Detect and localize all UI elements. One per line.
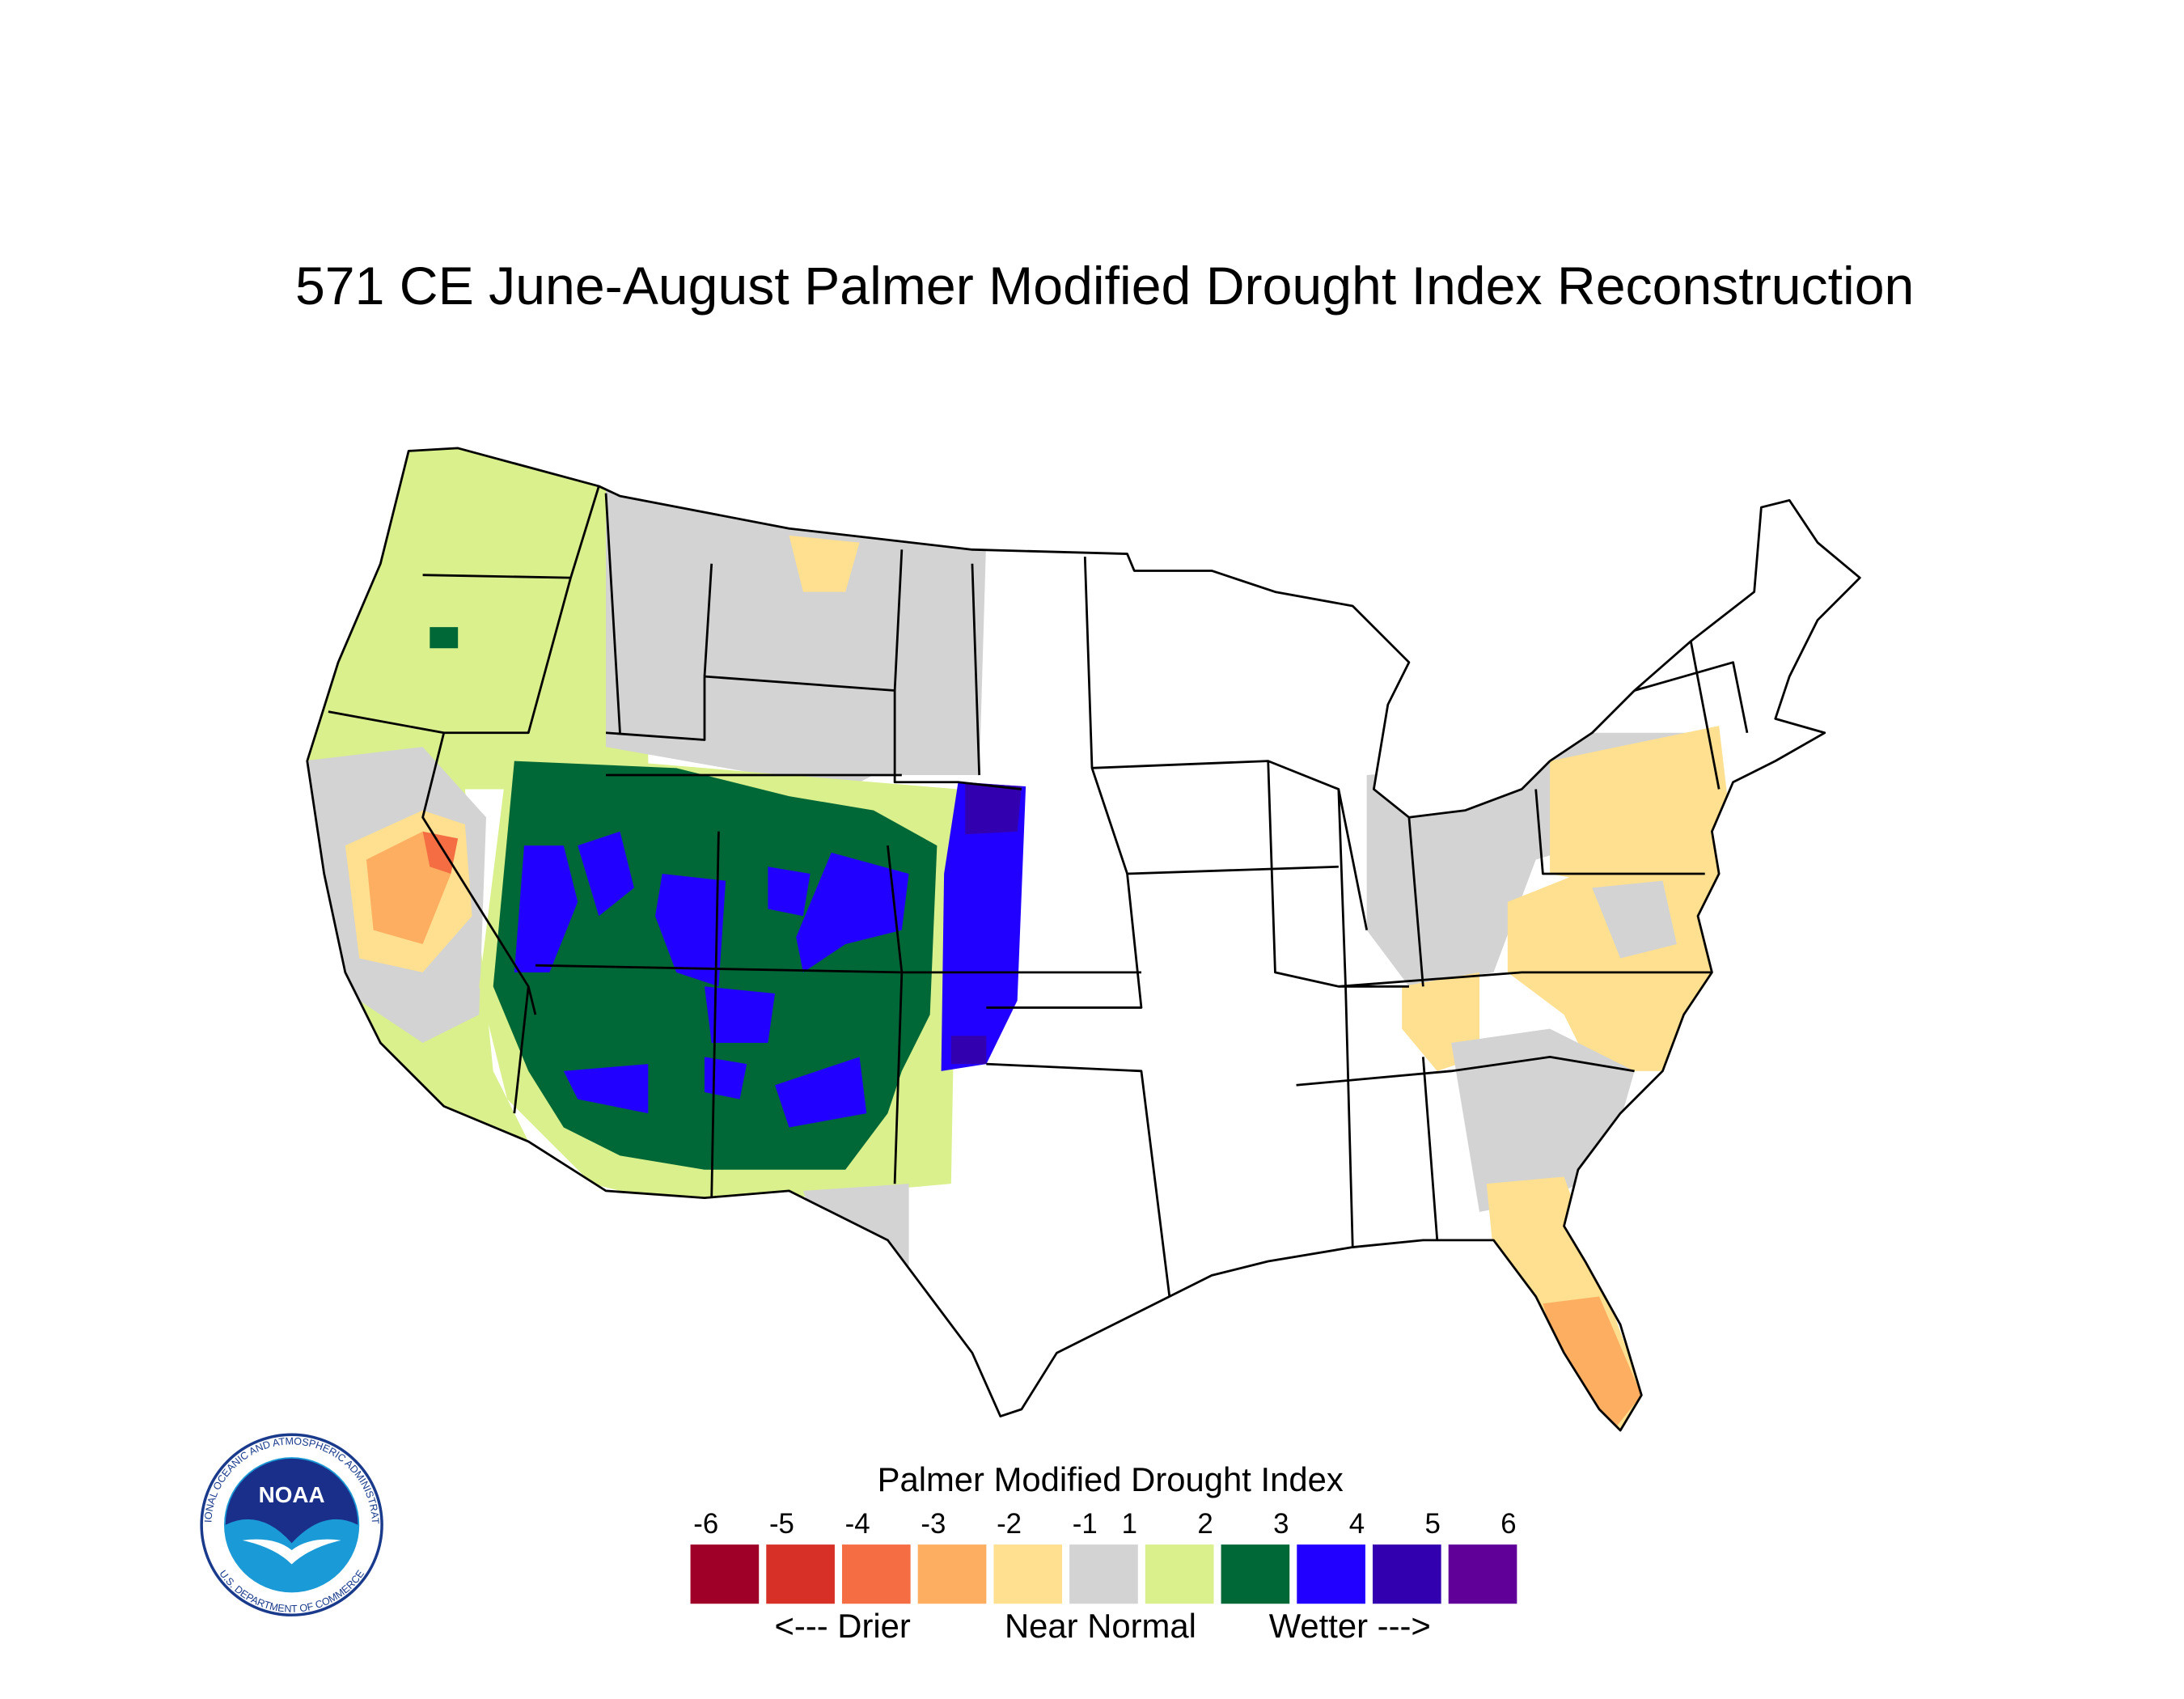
legend-tick-label: -4 [845, 1508, 870, 1540]
legend-swatch [1145, 1544, 1214, 1604]
legend-swatch [766, 1544, 835, 1604]
legend-tick-label: 3 [1273, 1508, 1289, 1540]
region-fill [1592, 880, 1677, 959]
region-fill [514, 845, 578, 972]
region-fill [655, 873, 726, 987]
region-fill [802, 1184, 909, 1276]
legend-descriptor: <--- Drier [775, 1607, 911, 1645]
legend-swatch [1372, 1544, 1441, 1604]
region-fill [563, 1064, 649, 1114]
legend-descriptor: Near Normal [1005, 1607, 1196, 1645]
region-fill [941, 782, 1026, 1071]
region-fill [789, 535, 860, 592]
legend-tick-label: 5 [1424, 1508, 1440, 1540]
legend-swatch [841, 1544, 911, 1604]
legend-swatch [1069, 1544, 1138, 1604]
legend-swatch [1221, 1544, 1290, 1604]
legend-swatch [993, 1544, 1063, 1604]
legend-tick-label: -2 [997, 1508, 1022, 1540]
region-fill [704, 1057, 747, 1099]
region-fill [422, 831, 459, 874]
legend-swatch [1448, 1544, 1517, 1604]
legend-tick-label: -1 [1073, 1508, 1098, 1540]
region-fill [965, 782, 1022, 835]
legend-swatch [917, 1544, 987, 1604]
region-fill [430, 627, 459, 649]
region-fill [1543, 1296, 1642, 1430]
drought-field [307, 447, 1733, 1430]
legend-swatch [690, 1544, 760, 1604]
region-fill [1550, 726, 1733, 902]
logo-bird [242, 1539, 341, 1565]
legend-tick-label: -5 [769, 1508, 794, 1540]
legend-tick-label: 1 [1122, 1508, 1137, 1540]
logo-text: NOAA [259, 1482, 325, 1507]
region-fill [796, 852, 909, 972]
legend-tick-label: 6 [1500, 1508, 1516, 1540]
legend-tick-label: -6 [693, 1508, 718, 1540]
legend-tick-label: 4 [1349, 1508, 1365, 1540]
legend-tick-label: 2 [1197, 1508, 1213, 1540]
legend-swatch [1297, 1544, 1365, 1604]
legend-tick-label: -3 [921, 1508, 946, 1540]
region-fill [775, 1057, 867, 1128]
logo-upper [225, 1458, 358, 1544]
map-title: 571 CE June-August Palmer Modified Droug… [295, 256, 1914, 316]
region-fill [768, 866, 811, 917]
region-fill [578, 831, 634, 917]
region-fill [704, 986, 776, 1043]
legend-title: Palmer Modified Drought Index [878, 1460, 1344, 1498]
legend: -6 -5 -4 -3 -2 -1 1 2 3 4 5 6 <--- Drier Near Normal W… [690, 1508, 1517, 1645]
region-fill [606, 485, 987, 790]
legend-descriptor: Wetter ---> [1269, 1607, 1431, 1645]
region-fill [950, 1036, 987, 1065]
state-borders [306, 447, 1861, 1432]
